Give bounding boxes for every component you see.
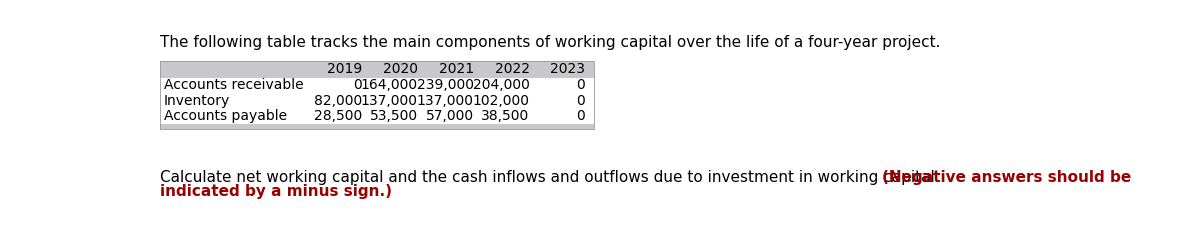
Text: 0: 0 [576, 78, 586, 92]
Text: 82,000: 82,000 [314, 94, 362, 108]
Bar [160, 109, 593, 124]
Bar [160, 78, 593, 93]
Text: 0: 0 [576, 109, 586, 123]
Text: 2020: 2020 [383, 62, 417, 76]
Text: 239,000: 239,000 [416, 78, 474, 92]
Text: 53,500: 53,500 [369, 109, 417, 123]
Text: Inventory: Inventory [164, 94, 230, 108]
Text: 2021: 2021 [439, 62, 474, 76]
Bar [160, 124, 593, 128]
Text: 2022: 2022 [494, 62, 529, 76]
Text: 0: 0 [354, 78, 362, 92]
Text: (Negative answers should be: (Negative answers should be [882, 170, 1131, 185]
Text: 2019: 2019 [327, 62, 362, 76]
Text: 102,000: 102,000 [473, 94, 529, 108]
Bar [160, 61, 593, 78]
Text: Accounts payable: Accounts payable [164, 109, 286, 123]
Text: 28,500: 28,500 [314, 109, 362, 123]
Text: indicated by a minus sign.): indicated by a minus sign.) [160, 184, 392, 199]
Text: 2023: 2023 [550, 62, 586, 76]
Text: 204,000: 204,000 [473, 78, 529, 92]
Bar [160, 61, 593, 128]
Text: 137,000: 137,000 [416, 94, 474, 108]
Bar [160, 93, 593, 109]
Text: 164,000: 164,000 [361, 78, 417, 92]
Text: The following table tracks the main components of working capital over the life : The following table tracks the main comp… [160, 35, 941, 50]
Text: 57,000: 57,000 [426, 109, 474, 123]
Text: 0: 0 [576, 94, 586, 108]
Text: 137,000: 137,000 [361, 94, 417, 108]
Text: 38,500: 38,500 [481, 109, 529, 123]
Text: Calculate net working capital and the cash inflows and outflows due to investmen: Calculate net working capital and the ca… [160, 170, 944, 185]
Text: Accounts receivable: Accounts receivable [164, 78, 303, 92]
